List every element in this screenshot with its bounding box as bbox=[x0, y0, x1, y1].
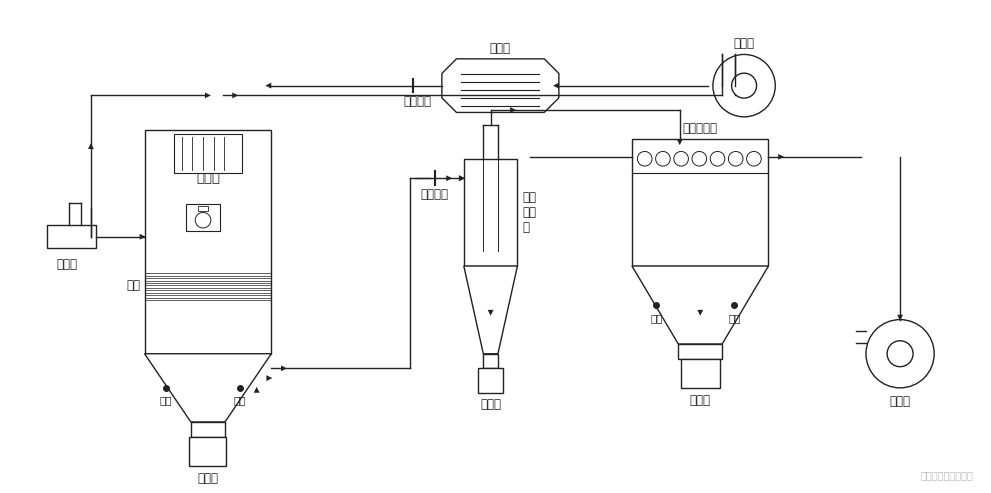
Polygon shape bbox=[442, 59, 559, 112]
Bar bbox=[464, 159, 517, 266]
Bar bbox=[681, 358, 719, 388]
Text: 气扫: 气扫 bbox=[127, 279, 141, 292]
Polygon shape bbox=[464, 266, 517, 354]
Circle shape bbox=[746, 151, 761, 166]
Bar bbox=[186, 204, 220, 231]
Circle shape bbox=[887, 341, 913, 367]
Text: 振打: 振打 bbox=[728, 313, 740, 323]
Text: 加热器: 加热器 bbox=[490, 42, 511, 55]
Circle shape bbox=[711, 151, 724, 166]
Circle shape bbox=[692, 151, 707, 166]
Polygon shape bbox=[698, 310, 704, 316]
Polygon shape bbox=[488, 310, 494, 316]
Polygon shape bbox=[88, 143, 94, 149]
Text: 振打: 振打 bbox=[650, 313, 663, 323]
Polygon shape bbox=[632, 266, 768, 344]
Bar bbox=[173, 135, 242, 174]
Bar bbox=[678, 344, 722, 358]
Circle shape bbox=[656, 151, 670, 166]
Polygon shape bbox=[778, 154, 784, 160]
Circle shape bbox=[195, 212, 211, 228]
Text: 上海乔枫喷雾干燥机: 上海乔枫喷雾干燥机 bbox=[921, 470, 973, 481]
Circle shape bbox=[731, 73, 756, 98]
Polygon shape bbox=[459, 176, 465, 181]
Bar bbox=[632, 139, 768, 266]
Text: 蠕动泵: 蠕动泵 bbox=[56, 258, 77, 271]
Polygon shape bbox=[140, 234, 146, 240]
Polygon shape bbox=[205, 93, 211, 98]
Text: 雾化塔: 雾化塔 bbox=[196, 172, 220, 185]
Polygon shape bbox=[281, 365, 286, 371]
Circle shape bbox=[728, 151, 743, 166]
Polygon shape bbox=[145, 354, 272, 422]
Text: 收料瓶: 收料瓶 bbox=[197, 472, 218, 485]
Text: 收料瓶: 收料瓶 bbox=[690, 394, 711, 407]
Polygon shape bbox=[553, 83, 559, 89]
Bar bbox=[198, 206, 208, 211]
Text: 收料瓶: 收料瓶 bbox=[480, 398, 501, 411]
Polygon shape bbox=[446, 176, 452, 181]
Text: 进风温度: 进风温度 bbox=[403, 95, 431, 108]
Circle shape bbox=[866, 319, 935, 388]
Text: 振打: 振打 bbox=[234, 396, 247, 406]
Polygon shape bbox=[267, 375, 273, 381]
Polygon shape bbox=[897, 315, 903, 320]
Polygon shape bbox=[510, 107, 516, 113]
Text: 引风机: 引风机 bbox=[890, 395, 911, 408]
Bar bbox=[191, 422, 225, 437]
Text: 旋风
分离
器: 旋风 分离 器 bbox=[522, 191, 536, 234]
Polygon shape bbox=[459, 176, 465, 181]
Bar bbox=[47, 225, 96, 248]
Bar bbox=[189, 437, 226, 466]
Circle shape bbox=[674, 151, 689, 166]
Bar bbox=[145, 130, 272, 354]
Bar bbox=[479, 368, 502, 393]
Polygon shape bbox=[266, 83, 272, 89]
Text: 送风机: 送风机 bbox=[733, 36, 754, 50]
Polygon shape bbox=[254, 387, 260, 393]
Polygon shape bbox=[232, 93, 238, 98]
Circle shape bbox=[713, 54, 775, 117]
Bar bbox=[484, 354, 497, 368]
Polygon shape bbox=[677, 139, 683, 145]
Text: 振打: 振打 bbox=[160, 396, 172, 406]
Circle shape bbox=[637, 151, 652, 166]
Text: 布袋除尘器: 布袋除尘器 bbox=[683, 122, 717, 136]
Text: 出风温度: 出风温度 bbox=[420, 188, 449, 201]
